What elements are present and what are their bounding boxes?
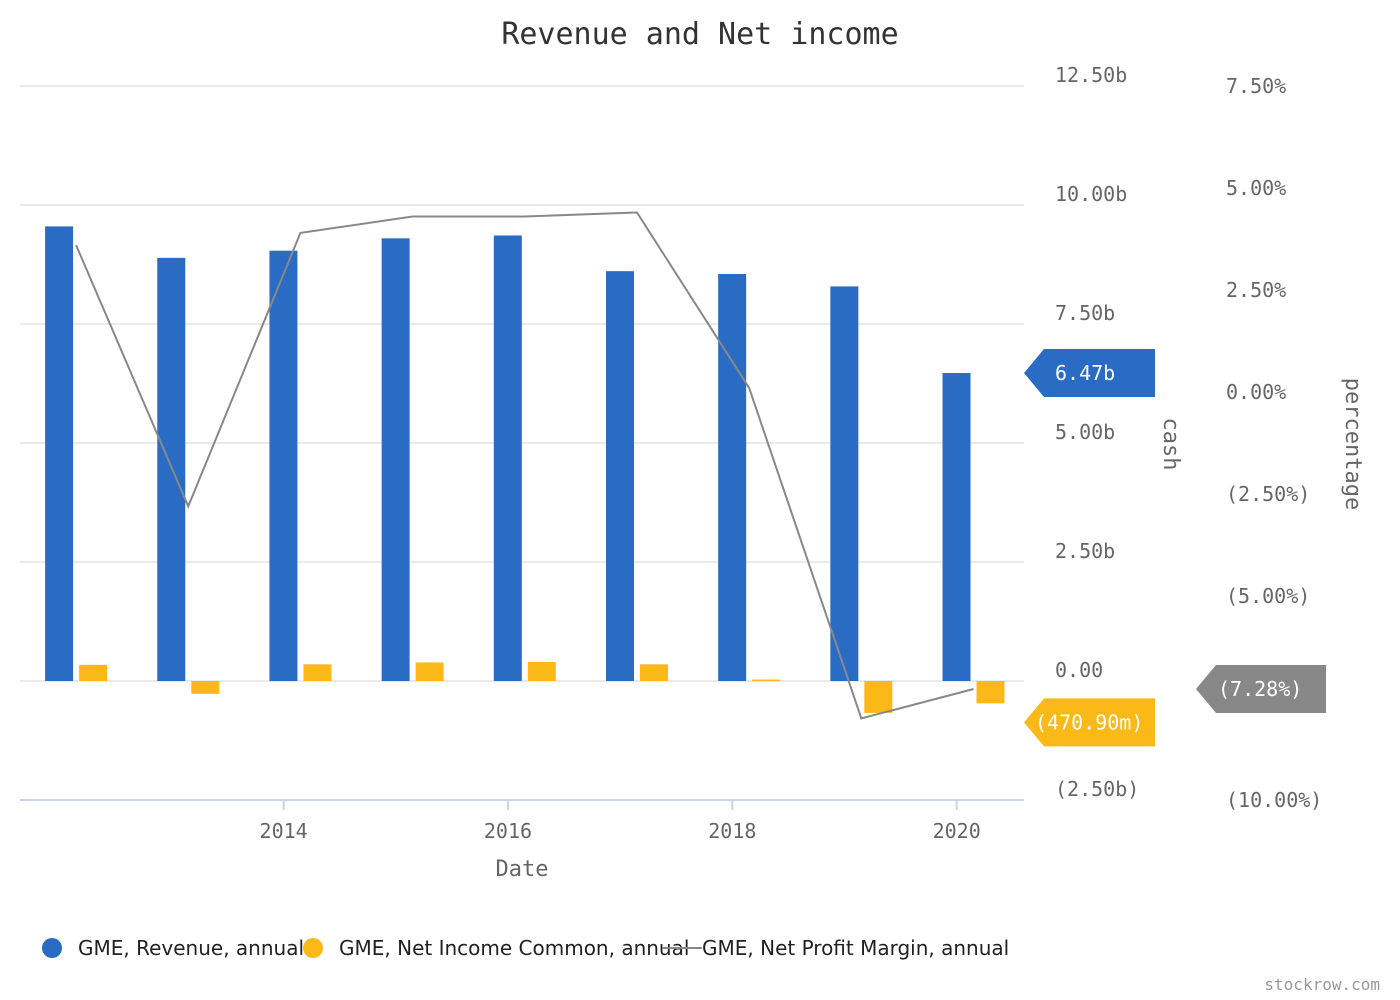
y-axis-right-ticks: (10.00%) (5.00%) (2.50%) 0.00% 2.50% 5.00% 7.5… (1226, 74, 1322, 812)
legend-item-net-income[interactable]: GME, Net Income Common, annual (303, 936, 689, 960)
x-tick-label: 2018 (708, 819, 756, 843)
net-income-bar (527, 661, 556, 681)
y-right-tick-label: 7.50% (1226, 74, 1286, 98)
net-income-bar (752, 679, 781, 682)
net-income-last-value-label: (470.90m) (1035, 710, 1143, 734)
net-income-bar (191, 681, 220, 694)
net-income-bar (79, 664, 108, 681)
legend: GME, Revenue, annual GME, Net Income Com… (42, 936, 1009, 960)
x-tick-label: 2014 (260, 819, 308, 843)
y-left-tick-label: 12.50b (1055, 63, 1127, 87)
margin-last-value-flag: (7.28%) (1196, 665, 1326, 714)
revenue-last-value-flag: 6.47b (1024, 349, 1155, 398)
y-left-tick-label: 0.00 (1055, 658, 1103, 682)
legend-item-net-profit-margin[interactable]: GME, Net Profit Margin, annual (662, 936, 1009, 960)
net-income-bar (303, 664, 332, 681)
margin-last-value-label: (7.28%) (1218, 677, 1302, 701)
net-profit-margin-line (75, 211, 974, 720)
y-left-tick-label: 7.50b (1055, 301, 1115, 325)
revenue-bar (45, 226, 74, 682)
revenue-bar (269, 250, 298, 682)
legend-net-income-marker (303, 938, 323, 958)
y-left-tick-label: (2.50b) (1055, 777, 1139, 801)
net-income-bar (639, 664, 668, 681)
credit-label[interactable]: stockrow.com (1264, 975, 1380, 994)
y-right-tick-label: (2.50%) (1226, 482, 1310, 506)
revenue-bar (605, 271, 634, 681)
legend-revenue-label: GME, Revenue, annual (78, 936, 304, 960)
revenue-bar (157, 257, 186, 681)
y-right-tick-label: 0.00% (1226, 380, 1286, 404)
x-tick-label: 2016 (484, 819, 532, 843)
x-tick-label: 2020 (933, 819, 981, 843)
legend-revenue-marker (42, 938, 62, 958)
revenue-bar (942, 373, 971, 681)
y-right-tick-label: (10.00%) (1226, 788, 1322, 812)
chart-title: Revenue and Net income (501, 17, 898, 52)
y-left-tick-label: 2.50b (1055, 539, 1115, 563)
revenue-last-value-label: 6.47b (1055, 361, 1115, 385)
legend-net-income-label: GME, Net Income Common, annual (339, 936, 689, 960)
legend-margin-label: GME, Net Profit Margin, annual (702, 936, 1009, 960)
net-income-last-value-flag: (470.90m) (1024, 698, 1155, 747)
y-left-tick-label: 5.00b (1055, 420, 1115, 444)
net-income-bar (864, 681, 893, 713)
last-value-flags: 6.47b (470.90m) (7.28%) (1024, 349, 1326, 747)
net-income-bars (79, 661, 1005, 713)
y-axis-right-title: percentage (1340, 378, 1365, 510)
net-income-bar (415, 662, 444, 681)
y-right-tick-label: (5.00%) (1226, 584, 1310, 608)
net-profit-margin-polyline (75, 211, 974, 720)
legend-item-revenue[interactable]: GME, Revenue, annual (42, 936, 304, 960)
revenue-bar (493, 235, 522, 682)
y-left-tick-label: 10.00b (1055, 182, 1127, 206)
net-income-bar (976, 681, 1005, 704)
x-axis-title: Date (496, 857, 549, 882)
y-right-tick-label: 2.50% (1226, 278, 1286, 302)
revenue-bars (45, 226, 971, 682)
revenue-bar (381, 238, 410, 681)
x-axis: 2014 2016 2018 2020 (20, 799, 1024, 843)
y-right-tick-label: 5.00% (1226, 176, 1286, 200)
y-axis-left-ticks: (2.50b) 0.00 2.50b 5.00b 7.50b 10.00b 12.50b (1055, 63, 1139, 801)
revenue-bar (830, 286, 859, 681)
revenue-bar (718, 274, 747, 681)
y-axis-left-title: cash (1158, 418, 1183, 471)
